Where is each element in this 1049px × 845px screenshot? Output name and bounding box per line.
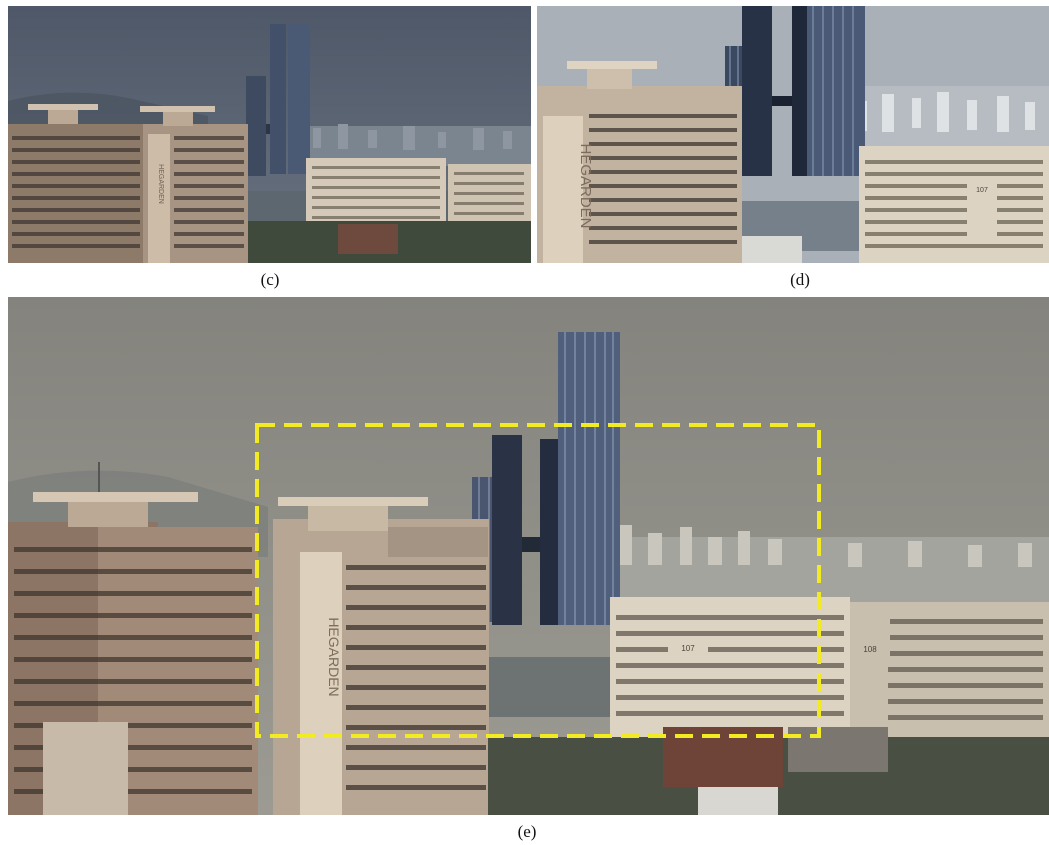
hegarden-building: HEGARDEN: [537, 61, 742, 263]
photo-panel-c: HEGARDEN: [8, 6, 531, 263]
left-building: [8, 462, 258, 815]
photo-e-scene: 107 108 HEGARDE: [8, 297, 1049, 815]
highlight-region-box: [255, 423, 821, 738]
caption-d: (d): [790, 270, 810, 289]
hegarden-buildings: HEGARDEN: [8, 104, 248, 263]
twin-towers: [246, 24, 310, 176]
building-sign-c: HEGARDEN: [157, 164, 164, 204]
building-number-108-e: 108: [863, 645, 877, 654]
hegarden-building: HEGARDEN: [273, 497, 489, 815]
building-sign-e: HEGARDEN: [326, 617, 342, 696]
building-number-107-e: 107: [681, 644, 695, 653]
caption-c: (c): [260, 270, 280, 289]
photo-panel-e: 107 108 HEGARDE: [8, 297, 1049, 815]
photo-d-scene: 107 HEGARDEN: [537, 6, 1049, 263]
apartment-block-right: 107: [859, 146, 1049, 263]
photo-c-scene: HEGARDEN: [8, 6, 531, 263]
twin-towers: [725, 6, 865, 176]
twin-towers: [472, 332, 620, 625]
caption-e: (e): [517, 822, 537, 841]
building-sign-d: HEGARDEN: [577, 143, 594, 228]
photo-panel-d: 107 HEGARDEN: [537, 6, 1049, 263]
apartment-block-right: 107 108: [610, 597, 1049, 752]
building-number-107-d: 107: [976, 187, 988, 194]
